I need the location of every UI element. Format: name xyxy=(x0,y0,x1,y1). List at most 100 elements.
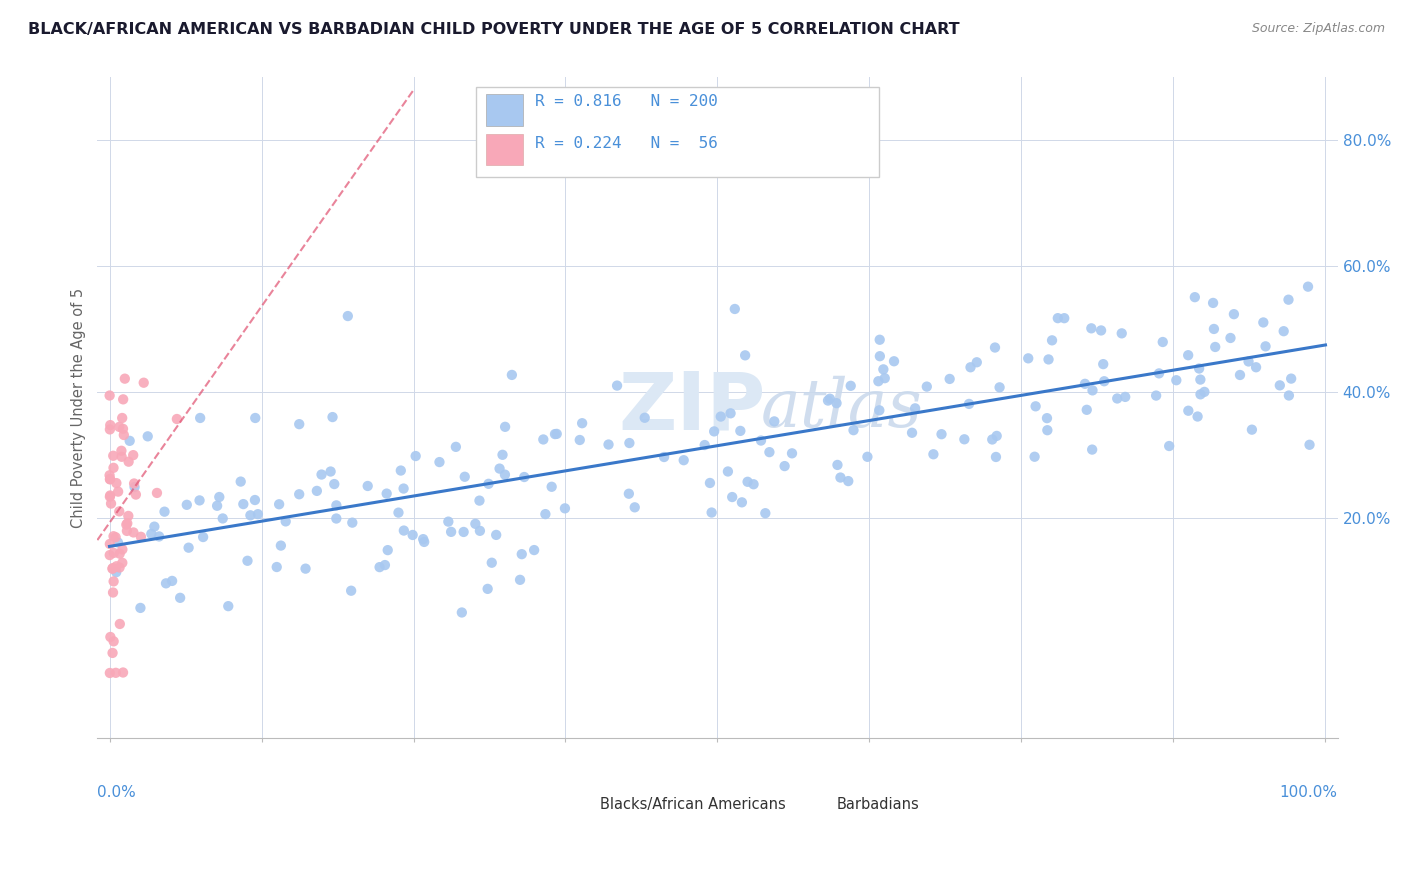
Point xyxy=(444,440,467,454)
Point xyxy=(146,486,169,500)
Point xyxy=(749,434,772,448)
Point xyxy=(1194,384,1216,399)
Point xyxy=(1202,322,1225,336)
Point xyxy=(513,470,536,484)
Point xyxy=(468,493,491,508)
Point xyxy=(1253,315,1275,329)
Point xyxy=(1177,348,1199,362)
Point xyxy=(617,487,640,501)
Point xyxy=(112,392,135,407)
Point xyxy=(325,511,347,525)
Point xyxy=(1074,376,1097,391)
Point xyxy=(509,573,531,587)
Point xyxy=(98,548,121,562)
Point xyxy=(1229,368,1251,382)
Point xyxy=(319,465,342,479)
Point xyxy=(494,420,516,434)
Point xyxy=(720,406,742,420)
Text: Blacks/African Americans: Blacks/African Americans xyxy=(600,797,786,812)
Point xyxy=(336,309,359,323)
Point xyxy=(101,561,124,575)
Point xyxy=(101,585,124,599)
Point xyxy=(693,438,716,452)
Point xyxy=(901,425,924,440)
Point xyxy=(111,542,134,557)
Bar xyxy=(804,795,831,814)
Point xyxy=(1298,438,1320,452)
Point xyxy=(818,392,841,406)
Point xyxy=(931,427,953,442)
Point xyxy=(112,665,135,680)
Point xyxy=(375,486,398,500)
Point xyxy=(1189,387,1212,401)
Point xyxy=(108,560,131,574)
Point xyxy=(105,559,128,574)
Point xyxy=(491,448,513,462)
Point xyxy=(105,565,128,579)
Point xyxy=(412,532,434,546)
Point xyxy=(305,483,328,498)
Y-axis label: Child Poverty Under the Age of 5: Child Poverty Under the Age of 5 xyxy=(72,288,86,528)
Point xyxy=(984,341,1007,355)
Point xyxy=(981,433,1004,447)
Point xyxy=(429,455,451,469)
Point xyxy=(245,411,267,425)
Point xyxy=(1080,321,1102,335)
Point xyxy=(112,428,135,442)
Point xyxy=(270,539,292,553)
Point xyxy=(377,543,399,558)
Point xyxy=(1111,326,1133,341)
Point xyxy=(883,354,905,368)
Point xyxy=(387,506,409,520)
Text: 100.0%: 100.0% xyxy=(1279,785,1337,799)
Point xyxy=(176,498,198,512)
Point xyxy=(1204,340,1226,354)
Point xyxy=(544,427,567,442)
Point xyxy=(129,530,152,544)
Point xyxy=(98,422,121,436)
Point xyxy=(323,477,346,491)
Point xyxy=(837,474,859,488)
Point xyxy=(105,476,128,491)
Point xyxy=(817,393,839,408)
Point xyxy=(111,556,134,570)
Point xyxy=(104,665,127,680)
Point xyxy=(103,574,125,589)
Point xyxy=(98,388,121,402)
Point xyxy=(103,449,125,463)
Point xyxy=(405,449,427,463)
Point xyxy=(239,508,262,523)
Point xyxy=(143,519,166,533)
Point xyxy=(107,535,129,549)
Point xyxy=(742,477,765,491)
Point xyxy=(1244,360,1267,375)
Point xyxy=(115,524,138,538)
Point xyxy=(494,467,516,482)
Point xyxy=(440,524,463,539)
Point xyxy=(773,459,796,474)
Point xyxy=(117,516,139,531)
Point xyxy=(98,468,121,483)
Point xyxy=(839,379,862,393)
Point xyxy=(1278,388,1301,402)
Point xyxy=(986,429,1008,443)
Bar xyxy=(568,795,596,814)
Text: 0.0%: 0.0% xyxy=(97,785,136,799)
Point xyxy=(340,583,363,598)
Point xyxy=(721,490,744,504)
Point xyxy=(531,433,554,447)
Point xyxy=(191,530,214,544)
Point xyxy=(103,460,125,475)
Text: Source: ZipAtlas.com: Source: ZipAtlas.com xyxy=(1251,22,1385,36)
Point xyxy=(523,543,546,558)
Bar xyxy=(485,94,523,126)
Point xyxy=(652,450,675,464)
Point xyxy=(103,546,125,560)
Point xyxy=(236,554,259,568)
Point xyxy=(598,437,620,451)
Point xyxy=(1296,279,1319,293)
Point xyxy=(710,409,733,424)
Point xyxy=(1159,439,1181,453)
Point xyxy=(166,412,188,426)
Point xyxy=(98,490,121,504)
